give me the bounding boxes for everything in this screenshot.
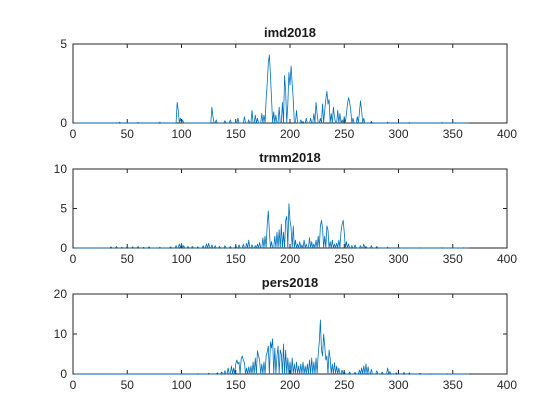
x-tick-label: 0: [70, 127, 77, 141]
x-tick-label: 100: [171, 378, 191, 392]
y-tick-label: 5: [60, 202, 67, 216]
axes-box: [72, 168, 508, 249]
y-tick-label: 10: [54, 327, 68, 341]
subplot-title: trmm2018: [259, 150, 320, 165]
x-tick-label: 250: [334, 252, 354, 266]
x-tick-label: 150: [226, 127, 246, 141]
x-tick-label: 0: [70, 378, 77, 392]
y-tick-label: 0: [60, 116, 67, 130]
x-tick-label: 150: [226, 378, 246, 392]
x-tick-label: 250: [334, 127, 354, 141]
x-tick-label: 50: [121, 378, 135, 392]
x-tick-label: 300: [388, 252, 408, 266]
x-tick-label: 350: [443, 127, 463, 141]
x-tick-label: 200: [280, 378, 300, 392]
y-tick-label: 0: [60, 241, 67, 255]
x-tick-label: 0: [70, 252, 77, 266]
x-tick-label: 100: [171, 127, 191, 141]
x-tick-label: 50: [121, 252, 135, 266]
x-tick-label: 400: [497, 127, 517, 141]
y-tick-label: 0: [60, 367, 67, 381]
x-tick-label: 200: [280, 252, 300, 266]
subplot-imd2018: imd2018 0 50 100 150 200 250 300 350 400 0 5: [60, 25, 517, 141]
subplot-title: imd2018: [264, 25, 316, 40]
x-tick-label: 250: [334, 378, 354, 392]
subplot-pers2018: pers2018 0 50 100 150 200 250 300 350 400 0 10 20: [54, 275, 518, 392]
x-tick-label: 350: [443, 378, 463, 392]
subplot-title: pers2018: [262, 275, 318, 290]
x-tick-label: 150: [226, 252, 246, 266]
y-tick-label: 10: [54, 162, 68, 176]
x-tick-label: 100: [171, 252, 191, 266]
subplot-trmm2018: trmm2018 0 50 100 150 200 250 300 350 400 0 5 10: [54, 150, 518, 266]
x-tick-label: 300: [388, 378, 408, 392]
series-line: [74, 319, 470, 375]
x-tick-label: 200: [280, 127, 300, 141]
y-tick-label: 5: [60, 37, 67, 51]
series-line: [74, 54, 470, 124]
x-tick-label: 350: [443, 252, 463, 266]
y-tick-label: 20: [54, 287, 68, 301]
x-tick-label: 400: [497, 378, 517, 392]
x-tick-label: 50: [121, 127, 135, 141]
x-tick-label: 300: [388, 127, 408, 141]
series-line: [74, 203, 470, 249]
x-tick-label: 400: [497, 252, 517, 266]
